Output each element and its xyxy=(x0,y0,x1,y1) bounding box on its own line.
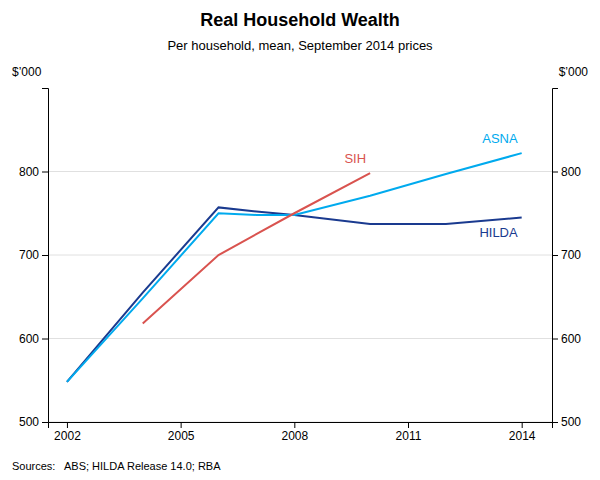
tick-mark xyxy=(181,422,182,428)
tick-label: 600 xyxy=(19,332,39,346)
series-label: HILDA xyxy=(479,225,518,240)
tick-label: 700 xyxy=(561,248,581,262)
tick-mark xyxy=(42,339,48,340)
tick-label: 800 xyxy=(19,165,39,179)
series-label: SIH xyxy=(344,151,366,166)
tick: 700 xyxy=(19,248,48,262)
x-axis: 2002 2005 2008 2011 2014 xyxy=(49,422,553,443)
tick-label: 2005 xyxy=(168,429,195,443)
tick: 500 xyxy=(552,415,581,429)
tick-mark xyxy=(42,422,48,423)
line xyxy=(67,153,522,382)
axis-line xyxy=(49,423,553,429)
tick-label: 800 xyxy=(561,165,581,179)
y2-axis: 500 600 700 800 xyxy=(552,89,581,430)
tick-mark xyxy=(42,172,48,173)
tick-label: 2014 xyxy=(509,429,536,443)
tick: 800 xyxy=(19,165,48,179)
tick: 700 xyxy=(552,248,581,262)
tick-mark xyxy=(408,422,409,428)
grid-line xyxy=(48,171,552,172)
line xyxy=(67,207,522,382)
tick-mark xyxy=(294,422,295,428)
line xyxy=(143,173,370,323)
tick: 500 xyxy=(19,415,48,429)
grid xyxy=(48,172,552,423)
series-labels: HILDA ASNA SIH xyxy=(344,131,518,240)
tick-mark xyxy=(42,255,48,256)
tick: 600 xyxy=(19,332,48,346)
tick-mark xyxy=(552,422,558,423)
tick-label: 600 xyxy=(561,332,581,346)
tick: 2002 xyxy=(54,422,81,443)
y2-axis-label: $’000 xyxy=(559,65,589,79)
tick-mark xyxy=(522,422,523,428)
tick-mark xyxy=(67,422,68,428)
tick: 2008 xyxy=(281,422,308,443)
tick-mark xyxy=(552,172,558,173)
tick-label: 500 xyxy=(19,415,39,429)
tick: 2011 xyxy=(396,422,422,443)
tick-label: 2002 xyxy=(54,429,81,443)
tick-label: 700 xyxy=(19,248,39,262)
tick: 2005 xyxy=(168,422,195,443)
y-axis: 500 600 700 800 xyxy=(19,89,49,430)
annotation: Sources: ABS; HILDA Release 14.0; RBA xyxy=(12,460,221,472)
tick-mark xyxy=(552,339,558,340)
chart: Real Household Wealth Per household, mean… xyxy=(0,0,600,480)
subtitle: Per household, mean, September 2014 pric… xyxy=(167,38,433,53)
grid-line xyxy=(48,255,552,256)
tick: 2014 xyxy=(509,422,536,443)
axis-line xyxy=(42,89,49,423)
tick: 600 xyxy=(552,332,581,346)
title: Real Household Wealth xyxy=(200,10,400,30)
grid-line xyxy=(48,338,552,339)
tick-mark xyxy=(552,255,558,256)
tick-label: 500 xyxy=(561,415,581,429)
axis-line xyxy=(553,89,559,423)
tick: 800 xyxy=(552,165,581,179)
plot-area xyxy=(67,153,522,382)
series-label: ASNA xyxy=(482,131,518,146)
tick-label: 2008 xyxy=(281,429,308,443)
y-axis-label: $’000 xyxy=(12,65,42,79)
tick-label: 2011 xyxy=(396,429,422,443)
